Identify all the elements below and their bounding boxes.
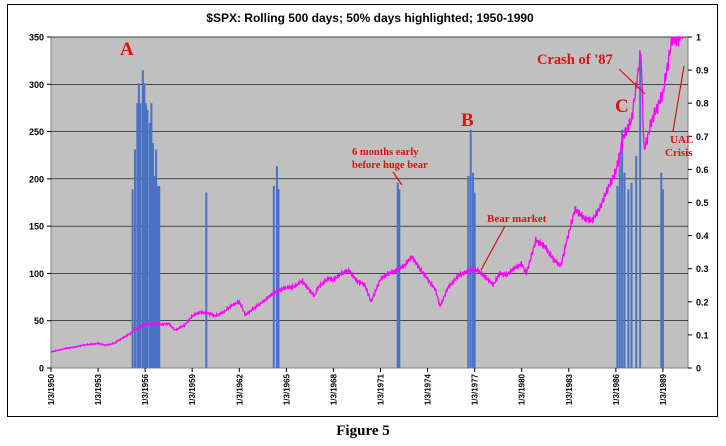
x-tick-label: 1/3/1986 — [612, 373, 621, 405]
highlight-bar — [272, 185, 275, 368]
highlight-bar — [618, 152, 621, 368]
highlight-bar — [398, 189, 401, 368]
highlight-bar — [661, 189, 664, 368]
highlight-bar — [616, 185, 619, 368]
annotation-a: A — [120, 39, 134, 60]
y-tick-label: 300 — [29, 80, 44, 90]
highlight-bar — [639, 53, 642, 369]
annotation-arrow-6-months — [392, 171, 403, 186]
annotation-arrow-ual — [672, 65, 685, 132]
x-tick-label: 1/3/1977 — [471, 373, 480, 405]
x-tick-label: 1/3/1956 — [141, 373, 150, 405]
highlight-bar — [150, 103, 153, 368]
highlight-bar — [133, 149, 136, 368]
y-tick-label: 150 — [29, 222, 44, 232]
highlight-bar — [621, 129, 624, 368]
highlight-bar — [277, 189, 280, 368]
y-tick-label: 0 — [39, 364, 44, 374]
x-axis: 1/3/1950 1/3/1953 1/3/1956 1/3/1959 1/3/1962… — [47, 368, 668, 405]
highlight-bar — [151, 142, 154, 368]
y2-tick-label: 0.8 — [696, 99, 709, 109]
highlight-bar — [139, 103, 142, 368]
y-tick-label: 100 — [29, 269, 44, 279]
highlight-bar — [144, 103, 147, 368]
annotation-before-huge-bear: before huge bear — [352, 160, 428, 171]
highlight-bar — [473, 192, 476, 368]
annotation-bear-market: Bear market — [487, 213, 547, 225]
highlight-bar — [635, 156, 638, 368]
annotation-c: C — [615, 96, 629, 117]
highlight-bar — [148, 123, 151, 368]
x-tick-label: 1/3/1959 — [188, 373, 197, 405]
highlight-bar — [141, 70, 144, 368]
y-tick-label: 350 — [29, 33, 44, 43]
highlight-bar — [396, 182, 399, 368]
y2-tick-label: 0.9 — [696, 66, 709, 76]
y-tick-label: 50 — [34, 316, 44, 326]
highlight-bar — [630, 182, 633, 368]
chart-title: $SPX: Rolling 500 days; 50% days highlig… — [206, 11, 534, 25]
highlight-bar — [131, 189, 134, 368]
annotation-arrow-crash — [618, 68, 646, 95]
x-tick-label: 1/3/1983 — [565, 373, 574, 405]
highlight-bar — [275, 166, 278, 368]
highlight-bar — [137, 83, 140, 368]
highlight-bar — [472, 172, 475, 368]
y-axis-right: 0 0.1 0.2 0.3 0.4 0.5 0.6 0.7 0.8 0.9 1 — [688, 33, 709, 374]
price-line-group — [50, 35, 684, 353]
highlight-bar — [623, 172, 626, 368]
annotation-crash-of-87: Crash of '87 — [537, 52, 613, 68]
x-tick-label: 1/3/1980 — [518, 373, 527, 405]
y2-tick-label: 0.7 — [696, 132, 709, 142]
x-tick-label: 1/3/1953 — [94, 373, 103, 405]
highlight-bar — [627, 189, 630, 368]
annotation-arrow-bear-market — [480, 225, 506, 271]
y-tick-label: 200 — [29, 174, 44, 184]
y-axis-left: 0 50 100 150 200 250 300 350 — [29, 33, 51, 374]
annotation-ual: UAL — [670, 134, 693, 146]
x-tick-label: 1/3/1950 — [47, 373, 56, 405]
highlight-bar — [143, 83, 146, 368]
x-tick-label: 1/3/1971 — [376, 373, 385, 405]
highlight-bar — [156, 185, 159, 368]
y2-tick-label: 0 — [696, 364, 701, 374]
price-line — [50, 35, 684, 353]
highlight-bar — [205, 192, 208, 368]
highlight-bar — [136, 103, 139, 368]
highlight-bar — [158, 185, 161, 368]
highlight-bar — [153, 176, 156, 368]
annotation-b: B — [461, 110, 474, 131]
y2-tick-label: 0.3 — [696, 264, 709, 274]
y2-tick-label: 0.5 — [696, 198, 709, 208]
annotation-crisis: Crisis — [665, 147, 693, 159]
highlight-bar — [660, 172, 663, 368]
annotation-6-months-early: 6 months early — [352, 147, 419, 158]
x-tick-label: 1/3/1989 — [659, 373, 668, 405]
x-tick-label: 1/3/1962 — [235, 373, 244, 405]
y2-tick-label: 0.4 — [696, 231, 709, 241]
y-tick-label: 250 — [29, 127, 44, 137]
highlight-bar — [469, 129, 472, 368]
y2-tick-label: 1 — [696, 33, 701, 43]
highlight-bar — [155, 149, 158, 368]
y2-tick-label: 0.2 — [696, 297, 709, 307]
y2-tick-label: 0.6 — [696, 165, 709, 175]
figure-caption: Figure 5 — [336, 423, 390, 439]
x-tick-label: 1/3/1965 — [282, 373, 291, 405]
y2-tick-label: 0.1 — [696, 330, 709, 340]
highlight-bar — [146, 109, 149, 368]
x-tick-label: 1/3/1974 — [424, 373, 433, 405]
x-tick-label: 1/3/1968 — [329, 373, 338, 405]
annotations: A B C 6 months early before huge bear Bear ma… — [120, 39, 693, 271]
